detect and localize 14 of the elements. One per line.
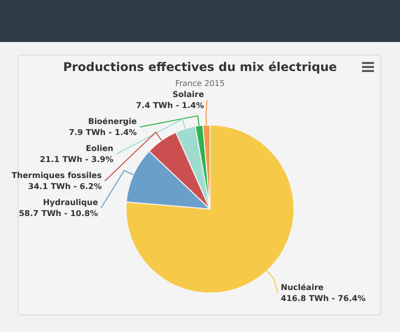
slice-label: Bioénergie (88, 117, 138, 126)
slice-label: Nucléaire (280, 282, 324, 292)
slice-label: Thermiques fossiles (12, 171, 102, 180)
data-label: 34.1 TWh - 6.2% (28, 182, 102, 191)
chart-title: Productions effectives du mix électrique (63, 60, 337, 74)
data-label: 7.9 TWh - 1.4% (68, 128, 137, 137)
slice-label: Solaire (172, 90, 205, 99)
data-label: 416.8 TWh - 76.4% (280, 294, 366, 303)
slice-label: Hydraulique (42, 198, 99, 207)
chart-subtitle: France 2015 (175, 79, 225, 88)
data-label: 7.4 TWh - 1.4% (136, 101, 204, 110)
slice-label: Eolien (86, 144, 114, 153)
data-label: 58.7 TWh - 10.8% (18, 209, 98, 218)
data-label: 21.1 TWh - 3.9% (40, 155, 114, 164)
